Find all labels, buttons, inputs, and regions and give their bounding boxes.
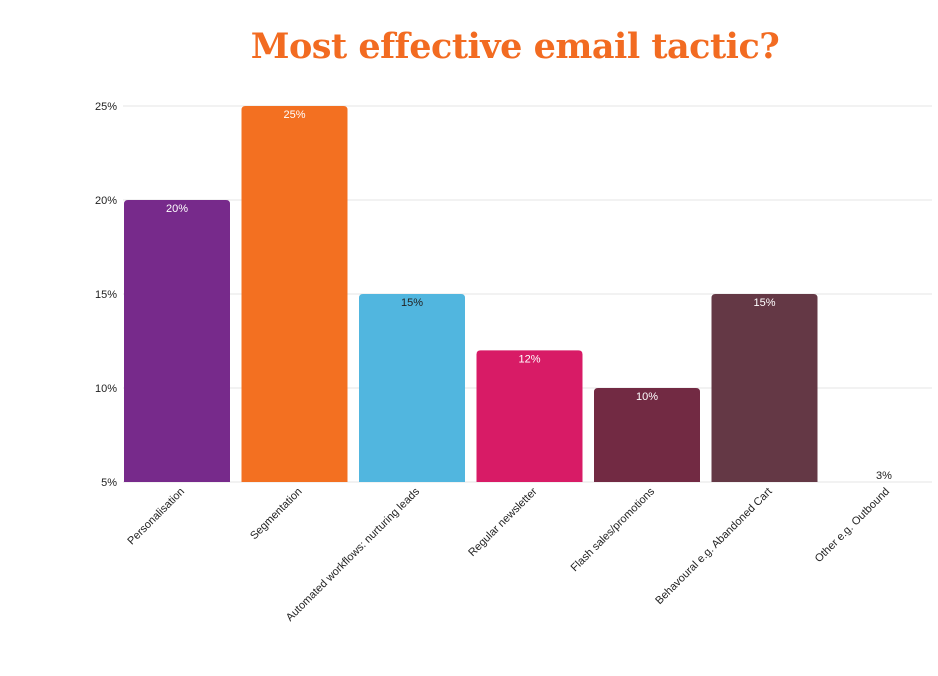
y-tick-label: 10% (95, 383, 117, 395)
bars (124, 106, 818, 482)
x-tick-label: Automated workflows: nurturing leads (284, 485, 423, 624)
data-label: 10% (636, 391, 658, 403)
x-tick-label: Personalisation (125, 486, 187, 548)
y-axis: 5% 10% 15% 20% 25% (95, 101, 117, 489)
y-tick-label: 5% (101, 477, 117, 489)
y-tick-label: 15% (95, 289, 117, 301)
data-label: 25% (283, 109, 305, 121)
data-labels: 20% 25% 15% 12% 10% 15% 3% (166, 109, 892, 482)
bar (359, 294, 465, 482)
x-tick-label: Regular newsletter (466, 485, 540, 559)
x-tick-label: Other e.g. Outbound (813, 486, 892, 565)
y-tick-label: 25% (95, 101, 117, 113)
data-label: 20% (166, 203, 188, 215)
x-tick-label: Flash sales/promotions (569, 485, 658, 574)
data-label: 12% (518, 353, 540, 365)
bar (594, 388, 700, 482)
y-tick-label: 20% (95, 195, 117, 207)
data-label: 15% (401, 297, 423, 309)
bar (711, 294, 818, 482)
bar (124, 200, 230, 482)
bar (476, 350, 583, 482)
chart-title: Most effective email tactic? (250, 26, 780, 67)
data-label: 15% (753, 297, 775, 309)
x-tick-label: Segmentation (248, 486, 304, 542)
bar (241, 106, 348, 482)
data-label: 3% (876, 470, 892, 482)
x-tick-label: Behavoural e.g. Abandoned Cart (653, 486, 774, 607)
